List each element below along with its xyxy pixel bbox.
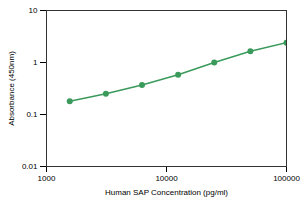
svg-text:1000: 1000 <box>38 174 56 183</box>
svg-text:10000: 10000 <box>155 174 178 183</box>
svg-text:Absorbance (450nm): Absorbance (450nm) <box>7 51 16 126</box>
svg-text:Human SAP Concentration (pg/ml: Human SAP Concentration (pg/ml) <box>105 188 228 197</box>
svg-text:0.01: 0.01 <box>22 162 38 171</box>
svg-text:10: 10 <box>29 6 38 15</box>
svg-text:0.1: 0.1 <box>26 110 38 119</box>
svg-text:100000: 100000 <box>273 174 300 183</box>
svg-text:1: 1 <box>33 58 38 67</box>
